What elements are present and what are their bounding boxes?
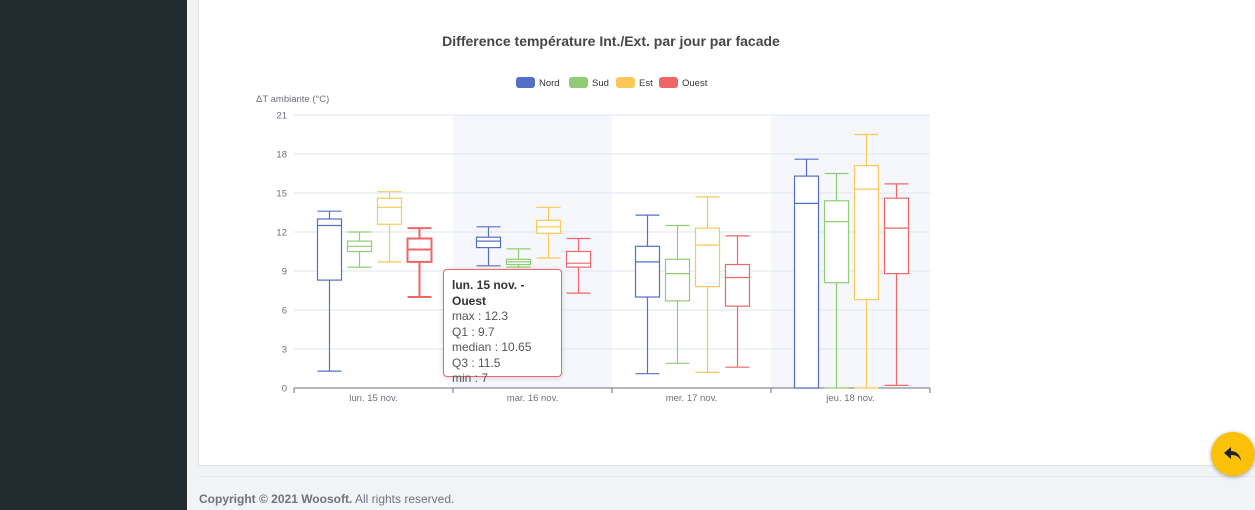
box-body — [316, 218, 343, 281]
legend-label: Sud — [592, 78, 609, 89]
legend[interactable]: Nord Sud Est Ouest — [516, 77, 708, 89]
y-tick-label: 21 — [276, 111, 287, 122]
box-ouest-1 — [565, 237, 592, 294]
y-axis-label: ΔT ambiante (°C) — [256, 94, 329, 105]
box-nord-0 — [316, 210, 343, 372]
tooltip-line-max: max : 12.3 — [452, 309, 509, 323]
footer: Copyright © 2021 Woosoft. All rights res… — [199, 492, 454, 506]
y-tick-label: 9 — [282, 267, 287, 278]
y-tick-label: 3 — [282, 345, 287, 356]
box-body — [376, 197, 403, 225]
tooltip-title: lun. 15 nov. - Ouest — [452, 278, 525, 308]
box-nord-2 — [634, 214, 661, 375]
legend-swatch — [616, 77, 635, 88]
back-button[interactable] — [1211, 432, 1255, 476]
y-tick-label: 15 — [276, 189, 287, 200]
tooltip-line-median: median : 10.65 — [452, 340, 532, 354]
sidebar — [0, 0, 187, 510]
footer-rights: All rights reserved. — [354, 492, 455, 506]
legend-item-nord[interactable]: Nord — [516, 77, 560, 89]
legend-item-ouest[interactable]: Ouest — [659, 77, 708, 89]
box-ouest-2 — [724, 235, 751, 368]
legend-item-sud[interactable]: Sud — [569, 77, 609, 89]
box-body — [883, 197, 910, 275]
boxplot-chart: 0 3 6 9 12 15 18 21 lun. 15 nov. mar. 16 nov. mer.… — [256, 33, 931, 404]
legend-label: Nord — [539, 78, 560, 89]
box-est-0 — [376, 191, 403, 263]
box-sud-1 — [505, 248, 532, 268]
tooltip-line-q1: Q1 : 9.7 — [452, 324, 495, 339]
box-body — [823, 200, 850, 284]
footer-copyright: Copyright © 2021 Woosoft. — [199, 492, 353, 506]
main-content — [187, 0, 1255, 510]
legend-swatch — [516, 77, 535, 88]
footer-divider — [198, 476, 1255, 477]
box-nord-3 — [793, 158, 820, 389]
legend-item-est[interactable]: Est — [616, 77, 653, 89]
reply-arrow-icon — [1224, 447, 1241, 461]
legend-swatch — [659, 77, 678, 88]
tooltip-line-min: min : 7 — [452, 371, 489, 385]
x-tick-label: mer. 17 nov. — [666, 393, 718, 404]
box-body — [664, 258, 691, 302]
chart-tooltip: lun. 15 nov. - Ouest max : 12.3 Q1 : 9.7… — [443, 269, 562, 385]
box-body — [694, 227, 721, 288]
y-tick-label: 18 — [276, 150, 287, 161]
box-sud-2 — [664, 224, 691, 364]
box-nord-1 — [475, 226, 502, 267]
box-sud-3 — [823, 172, 850, 389]
box-body — [853, 165, 880, 301]
box-body — [634, 245, 661, 298]
box-est-1 — [535, 206, 562, 259]
legend-swatch — [569, 77, 588, 88]
chart-title: Difference température Int./Ext. par jou… — [442, 33, 780, 49]
box-ouest-3 — [883, 183, 910, 386]
x-tick-label: jeu. 18 nov. — [825, 393, 874, 404]
box-sud-0 — [346, 231, 373, 268]
x-tick-label: mar. 16 nov. — [507, 393, 559, 404]
box-est-3 — [853, 133, 880, 389]
y-tick-label: 12 — [276, 228, 287, 239]
legend-label: Est — [639, 78, 653, 89]
box-ouest-0 — [406, 227, 433, 298]
box-body — [724, 263, 751, 307]
y-tick-label: 0 — [282, 384, 287, 395]
box-body — [475, 236, 502, 249]
legend-label: Ouest — [682, 78, 708, 89]
tooltip-line-q3: Q3 : 11.5 — [452, 355, 501, 370]
y-tick-label: 6 — [282, 306, 287, 317]
box-est-2 — [694, 196, 721, 373]
box-body — [793, 175, 820, 389]
x-tick-label: lun. 15 nov. — [349, 393, 397, 404]
box-body — [565, 250, 592, 268]
